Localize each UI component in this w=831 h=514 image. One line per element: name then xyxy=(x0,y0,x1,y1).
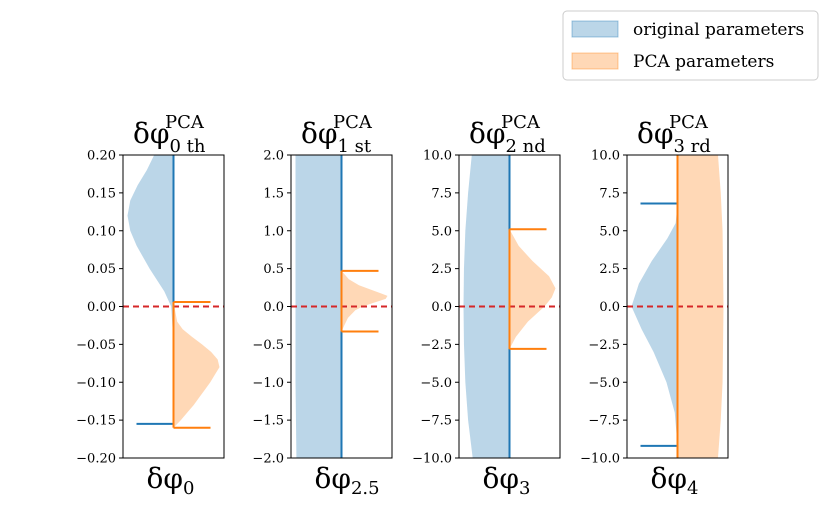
plot-area-3 xyxy=(627,155,728,458)
y-tick-label-1-6: 1.0 xyxy=(263,224,284,239)
plot-area-2 xyxy=(459,155,560,458)
x-axis-label-base-3: δφ xyxy=(651,462,687,495)
legend-swatch-original xyxy=(571,20,619,38)
x-axis-label-sub-1: 2.5 xyxy=(351,478,380,499)
y-tick-label-0-4: 0.00 xyxy=(87,300,116,315)
y-tick-label-2-2: −5.0 xyxy=(420,376,452,391)
y-tick-label-0-6: 0.10 xyxy=(87,224,116,239)
panel-title-sub-1: 1 st xyxy=(337,136,371,157)
x-axis-label-base-0: δφ xyxy=(147,462,183,495)
panel-title-sup-2: PCA xyxy=(501,112,541,133)
y-tick-label-3-3: −2.5 xyxy=(588,338,620,353)
panel-title-sub-3: 3 rd xyxy=(673,136,710,157)
y-tick-label-3-2: −5.0 xyxy=(588,376,620,391)
panel-title-1: δφ1 st xyxy=(301,117,372,157)
panel-title-base-0: δφ xyxy=(133,117,169,150)
x-axis-label-0: δφ0 xyxy=(147,462,195,499)
y-tick-label-2-5: 2.5 xyxy=(431,262,452,277)
original-violin-3 xyxy=(631,203,678,446)
y-tick-label-3-4: 0.0 xyxy=(599,300,620,315)
panel-title-sub-0: 0 th xyxy=(169,136,205,157)
y-tick-label-0-7: 0.15 xyxy=(87,186,116,201)
y-tick-label-3-8: 10.0 xyxy=(591,149,620,164)
original-violin-0 xyxy=(127,155,174,432)
y-tick-label-3-0: −10.0 xyxy=(580,452,620,467)
y-tick-label-0-8: 0.20 xyxy=(87,149,116,164)
y-tick-label-0-3: −0.05 xyxy=(76,338,116,353)
y-tick-label-3-7: 7.5 xyxy=(599,186,620,201)
pca-violin-0 xyxy=(173,301,220,428)
x-axis-label-sub-3: 4 xyxy=(687,478,698,499)
plot-area-1 xyxy=(291,155,392,458)
y-tick-label-1-2: −1.0 xyxy=(252,376,284,391)
panel-title-3: δφ3 rd xyxy=(637,117,711,157)
panel-title-base-1: δφ xyxy=(301,117,337,150)
panels: −0.20−0.15−0.10−0.050.000.050.100.150.20… xyxy=(76,112,729,499)
legend-label-pca: PCA parameters xyxy=(633,52,774,72)
x-axis-label-sub-2: 3 xyxy=(519,478,530,499)
legend: original parameters PCA parameters xyxy=(562,10,819,81)
y-tick-label-1-1: −1.5 xyxy=(252,414,284,429)
x-axis-label-2: δφ3 xyxy=(483,462,531,499)
y-tick-label-0-5: 0.05 xyxy=(87,262,116,277)
y-tick-label-2-6: 5.0 xyxy=(431,224,452,239)
x-axis-label-1: δφ2.5 xyxy=(315,462,380,499)
x-axis-label-base-1: δφ xyxy=(315,462,351,495)
panel-title-base-3: δφ xyxy=(637,117,673,150)
panel-title-0: δφ0 th xyxy=(133,117,206,157)
y-tick-label-2-3: −2.5 xyxy=(420,338,452,353)
panel-0: −0.20 −0.15 −0.10 −0.05 0.00 0.05 0.10 0.15 0.20… xyxy=(76,112,225,499)
y-tick-label-1-7: 1.5 xyxy=(263,186,284,201)
panel-title-base-2: δφ xyxy=(469,117,505,150)
y-tick-label-2-8: 10.0 xyxy=(423,149,452,164)
pca-violin-1 xyxy=(341,270,388,332)
panel-title-sub-2: 2 nd xyxy=(505,136,545,157)
plot-area-0 xyxy=(123,155,224,432)
y-tick-label-2-4: 0.0 xyxy=(431,300,452,315)
y-tick-label-1-4: 0.0 xyxy=(263,300,284,315)
y-tick-label-1-0: −2.0 xyxy=(252,452,284,467)
y-tick-label-2-1: −7.5 xyxy=(420,414,452,429)
y-tick-label-3-6: 5.0 xyxy=(599,224,620,239)
x-axis-label-sub-0: 0 xyxy=(183,478,194,499)
legend-label-original: original parameters xyxy=(633,20,804,40)
original-violin-2 xyxy=(463,155,510,458)
panel-title-2: δφ2 nd xyxy=(469,117,546,157)
pca-violin-2 xyxy=(509,229,556,349)
panel-title-sup-1: PCA xyxy=(333,112,373,133)
y-tick-label-1-8: 2.0 xyxy=(263,149,284,164)
x-axis-label-3: δφ4 xyxy=(651,462,699,499)
y-tick-label-2-7: 7.5 xyxy=(431,186,452,201)
y-tick-label-1-3: −0.5 xyxy=(252,338,284,353)
legend-frame xyxy=(562,10,819,81)
y-tick-label-0-0: −0.20 xyxy=(76,452,116,467)
y-tick-label-3-5: 2.5 xyxy=(599,262,620,277)
y-tick-label-1-5: 0.5 xyxy=(263,262,284,277)
y-tick-label-3-1: −7.5 xyxy=(588,414,620,429)
x-axis-label-base-2: δφ xyxy=(483,462,519,495)
y-tick-label-0-2: −0.10 xyxy=(76,376,116,391)
panel-title-sup-0: PCA xyxy=(165,112,205,133)
panel-title-sup-3: PCA xyxy=(669,112,709,133)
y-tick-label-2-0: −10.0 xyxy=(412,452,452,467)
legend-swatch-pca xyxy=(571,52,619,70)
original-violin-1 xyxy=(295,155,342,458)
y-tick-label-0-1: −0.15 xyxy=(76,414,116,429)
